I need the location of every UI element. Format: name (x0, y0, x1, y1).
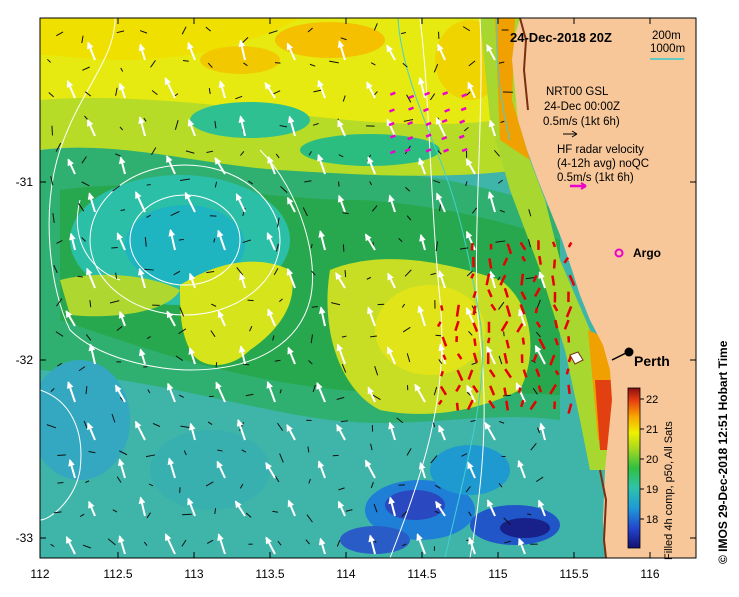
credit-text: © IMOS 29-Dec-2018 12:51 Hobart Time (716, 340, 730, 564)
svg-text:0.5m/s (1kt 6h): 0.5m/s (1kt 6h) (543, 116, 620, 128)
x-tick-label: 114 (336, 567, 355, 581)
colorbar-tick-label: 20 (646, 454, 658, 466)
x-tick-label: 116 (640, 567, 659, 581)
colorbar-tick-label: 21 (646, 424, 658, 436)
svg-text:HF radar velocity: HF radar velocity (557, 144, 644, 156)
x-tick-label: 113 (184, 567, 203, 581)
x-tick-label: 112.5 (103, 567, 132, 581)
colorbar-tick-label: 18 (646, 514, 658, 526)
svg-text:24-Dec 00:00Z: 24-Dec 00:00Z (544, 101, 620, 113)
sst-field (30, 18, 696, 558)
colorbar-tick-label: 19 (646, 484, 658, 496)
argo-label: Argo (633, 246, 661, 260)
svg-text:NRT00 GSL: NRT00 GSL (546, 86, 609, 98)
svg-text:(4-12h avg) noQC: (4-12h avg) noQC (557, 158, 649, 170)
y-tick-label: -33 (16, 531, 34, 545)
perth-label: Perth (634, 353, 670, 369)
x-tick-label: 115 (488, 567, 507, 581)
depth-legend: 200m 1000m (650, 30, 685, 59)
svg-text:0.5m/s (1kt 6h): 0.5m/s (1kt 6h) (557, 172, 634, 184)
svg-text:200m: 200m (652, 30, 681, 42)
map-title: 24-Dec-2018 20Z (510, 30, 612, 45)
colorbar-tick-label: 22 (646, 394, 658, 406)
x-tick-label: 114.5 (407, 567, 436, 581)
colorbar-title: Filled 4h comp, p50, All Sats (663, 421, 675, 560)
x-tick-label: 115.5 (559, 567, 588, 581)
perth-marker (625, 348, 634, 357)
svg-text:1000m: 1000m (650, 43, 685, 55)
y-tick-label: -31 (16, 175, 34, 189)
y-tick-label: -32 (16, 353, 34, 367)
x-tick-label: 113.5 (255, 567, 284, 581)
x-tick-label: 112 (30, 567, 49, 581)
